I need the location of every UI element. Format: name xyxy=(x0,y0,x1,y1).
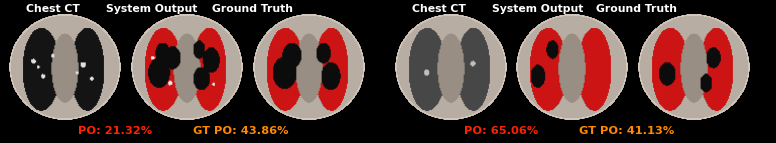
Text: PO: 21.32%: PO: 21.32% xyxy=(78,126,152,136)
Text: PO: 65.06%: PO: 65.06% xyxy=(464,126,539,136)
Text: Ground Truth: Ground Truth xyxy=(596,4,677,14)
Text: Chest CT: Chest CT xyxy=(411,4,466,14)
Text: Ground Truth: Ground Truth xyxy=(212,4,293,14)
Text: Chest CT: Chest CT xyxy=(26,4,80,14)
Text: GT PO: 41.13%: GT PO: 41.13% xyxy=(580,126,674,136)
Text: GT PO: 43.86%: GT PO: 43.86% xyxy=(192,126,289,136)
Text: System Output: System Output xyxy=(106,4,197,14)
Text: System Output: System Output xyxy=(492,4,584,14)
